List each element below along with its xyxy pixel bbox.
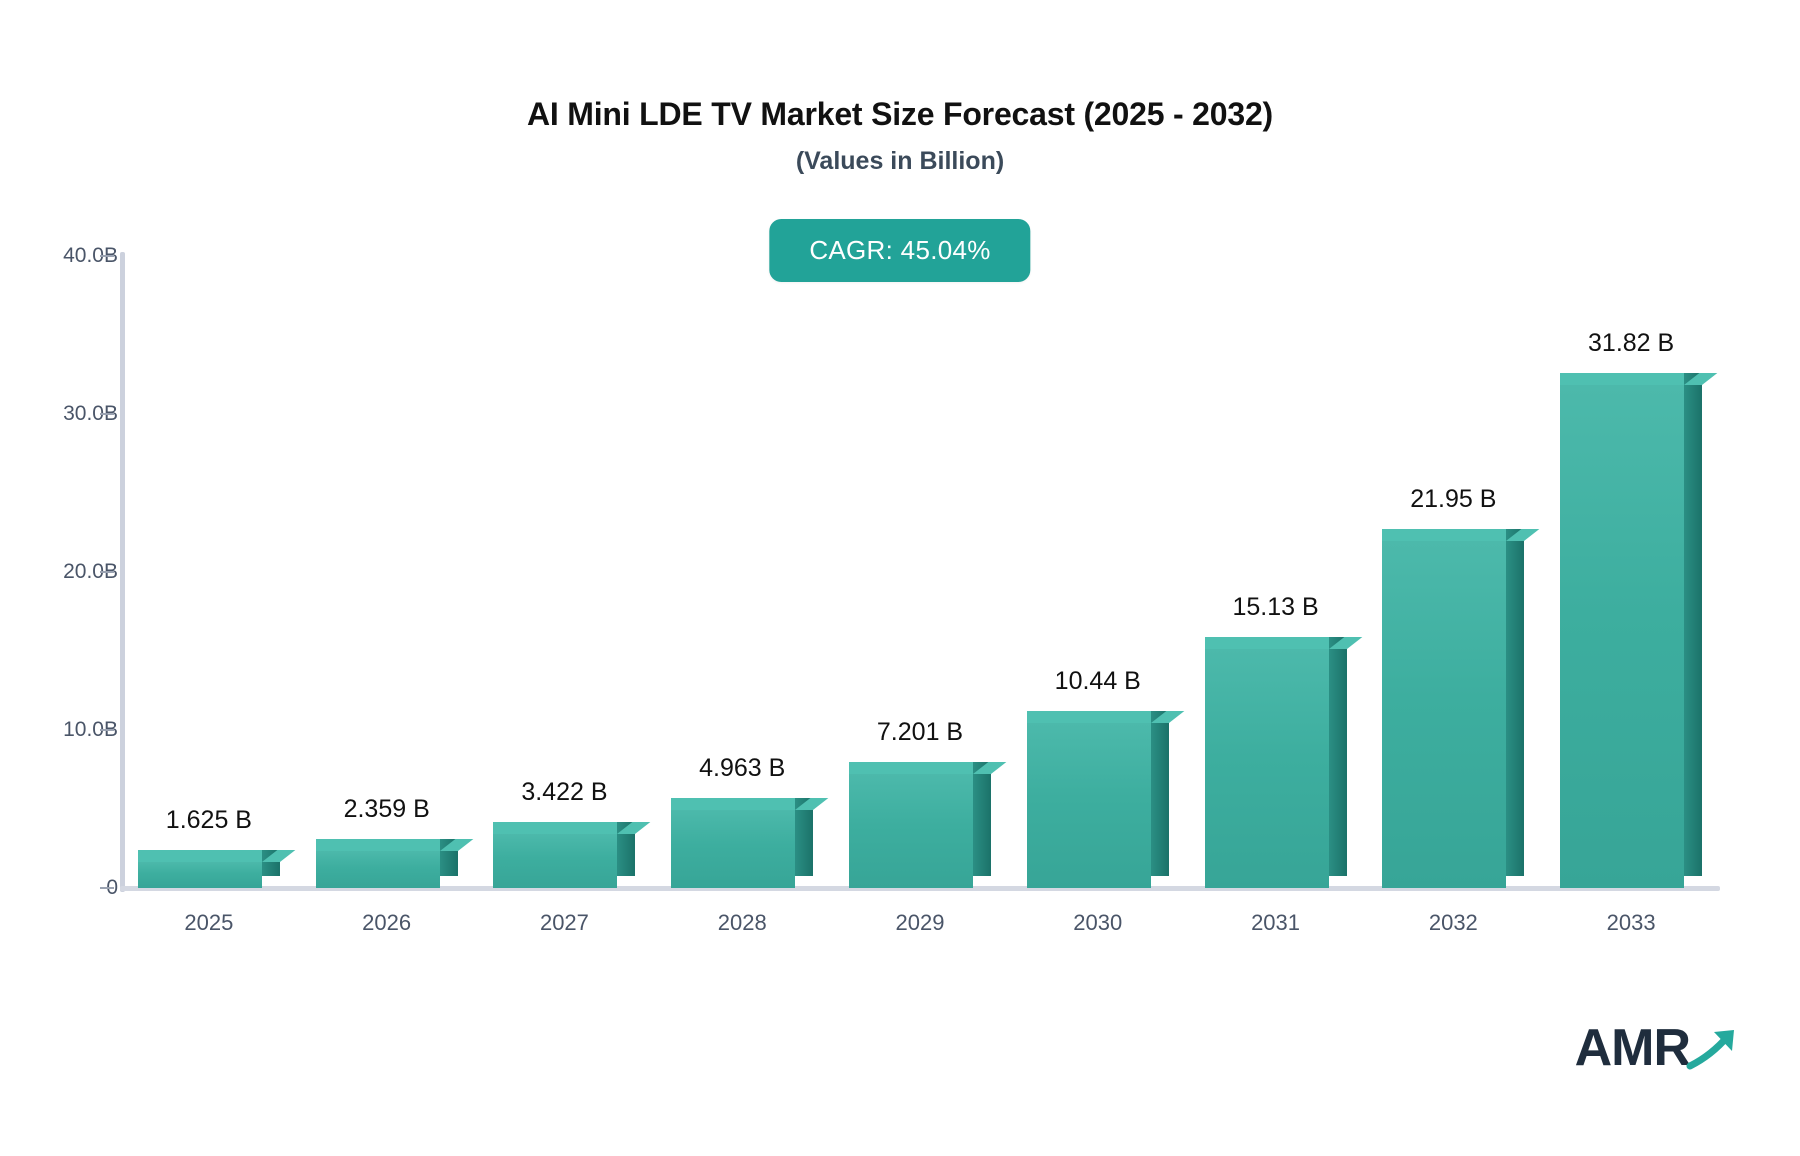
- bar-value-label: 1.625 B: [165, 806, 252, 835]
- y-axis-tick-mark: [100, 887, 114, 889]
- bar-front-face: [671, 809, 796, 888]
- bar-top-slab: [137, 850, 262, 863]
- bar-top-slab: [1560, 373, 1685, 386]
- bar-front-face: [1204, 648, 1329, 888]
- x-axis-tick-label: 2025: [184, 910, 234, 935]
- bar-front-face: [137, 862, 262, 888]
- y-axis-tick-mark: [100, 729, 114, 731]
- x-axis-tick-label: 2029: [895, 910, 945, 935]
- bar: [671, 797, 829, 888]
- bar-value-label: 7.201 B: [876, 718, 964, 747]
- bar: [849, 762, 1007, 888]
- bar-series: 1.625 B 2.359 B 3.422 B 4.963 B 7.201 B 10.44…: [120, 0, 1720, 1156]
- bar-front-face: [315, 850, 440, 888]
- y-axis-tick-label: 20.0B: [63, 560, 118, 583]
- bar-value-label: 4.963 B: [699, 753, 786, 782]
- bar-top-slab: [671, 797, 796, 810]
- y-axis-tick-label: 10.0B: [63, 718, 118, 741]
- y-axis-tick-label: 40.0B: [63, 244, 118, 267]
- bar-front-face: [1382, 541, 1507, 888]
- bar: [1204, 636, 1362, 888]
- x-axis-tick-label: 2032: [1428, 910, 1478, 935]
- bar-side-face: [1506, 529, 1525, 876]
- bar-value-label: 21.95 B: [1410, 485, 1497, 514]
- bar-front-face: [493, 833, 618, 888]
- page-title: AI Mini LDE TV Market Size Forecast (202…: [526, 96, 1273, 132]
- x-axis-tick-label: 2030: [1073, 910, 1123, 935]
- x-axis-tick-label: 2031: [1251, 910, 1301, 935]
- bar-top-slab: [1026, 711, 1151, 724]
- amr-logo: AMR: [1575, 1018, 1740, 1078]
- x-axis-tick-label: 2028: [717, 910, 767, 935]
- bar-front-face: [1026, 723, 1151, 888]
- bar: [315, 838, 474, 888]
- bar: [1026, 711, 1185, 888]
- bar-side-face: [973, 762, 991, 876]
- bar-top-slab: [315, 838, 440, 851]
- arrow-up-right-icon: [1686, 1026, 1740, 1077]
- bar-top-slab: [849, 762, 973, 775]
- bar: [1560, 373, 1718, 888]
- bar-value-label: 10.44 B: [1054, 667, 1141, 696]
- amr-logo-text: AMR: [1574, 1019, 1691, 1077]
- x-axis-tick-label: 2027: [539, 910, 589, 935]
- bar-front-face: [1560, 385, 1685, 888]
- x-axis-tick-label: 2026: [362, 910, 412, 935]
- y-axis-tick-mark: [100, 413, 114, 415]
- x-axis-line: [120, 886, 1720, 891]
- y-axis-line: [120, 252, 125, 892]
- y-axis-tick-mark: [100, 571, 114, 573]
- bar-top-slab: [1382, 529, 1507, 542]
- bar-value-label: 2.359 B: [343, 794, 430, 823]
- x-axis-tick-label: 2033: [1606, 910, 1656, 935]
- bar-top-slab: [1204, 636, 1329, 649]
- bar-side-face: [617, 821, 636, 876]
- bar-side-face: [1150, 711, 1169, 876]
- bar: [493, 821, 651, 888]
- cagr-badge: CAGR: 45.04%: [769, 219, 1031, 282]
- bar-side-face: [1684, 373, 1703, 876]
- y-axis-tick-mark: [100, 255, 114, 257]
- bar: [1382, 529, 1540, 888]
- bar-value-label: 31.82 B: [1588, 329, 1675, 358]
- y-axis-tick-label: 30.0B: [63, 402, 118, 425]
- bar: [137, 850, 296, 888]
- bar-value-label: 3.422 B: [521, 777, 608, 806]
- bar-top-slab: [493, 821, 618, 834]
- bar-value-label: 15.13 B: [1232, 592, 1319, 621]
- bar-front-face: [849, 774, 973, 888]
- chart-subtitle: (Values in Billion): [795, 147, 1005, 175]
- bar-side-face: [795, 797, 814, 876]
- bar-side-face: [1328, 636, 1347, 876]
